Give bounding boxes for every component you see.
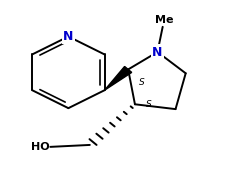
Text: HO: HO — [31, 142, 49, 152]
Text: N: N — [152, 45, 163, 58]
Text: Me: Me — [155, 15, 173, 25]
Text: S: S — [146, 100, 152, 109]
Text: N: N — [63, 30, 74, 43]
Polygon shape — [104, 66, 132, 90]
Text: S: S — [139, 78, 145, 88]
